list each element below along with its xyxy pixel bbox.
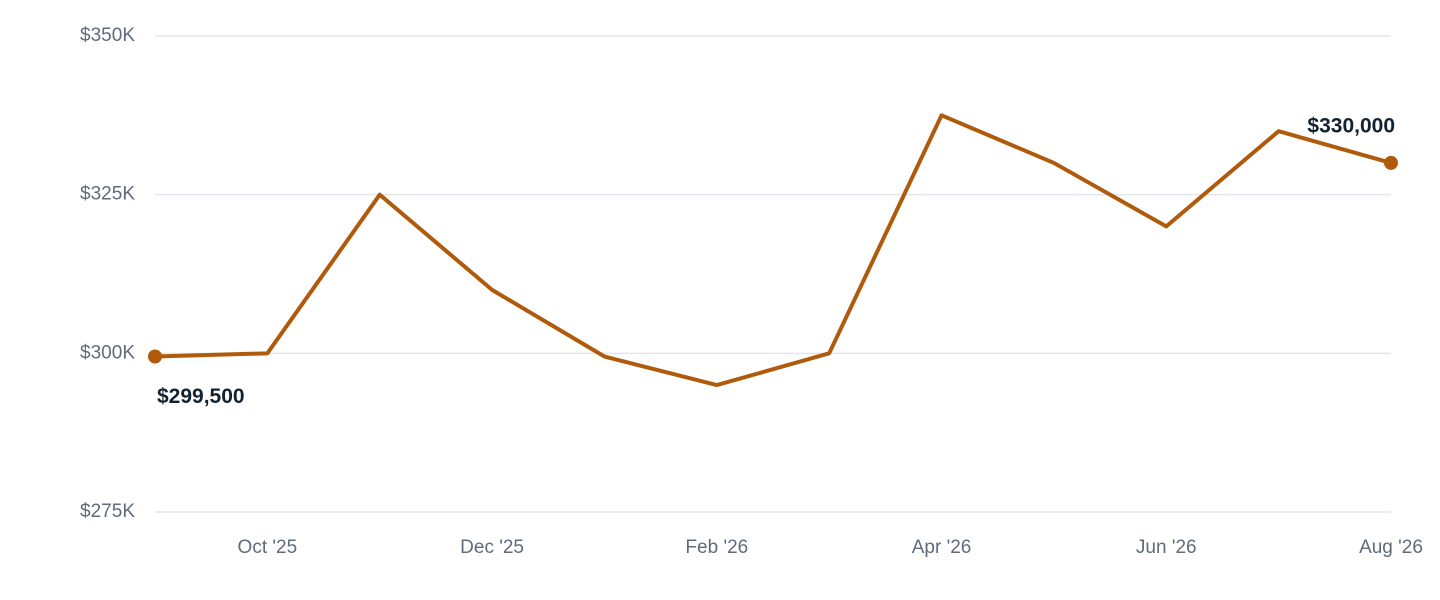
data-label: $299,500	[157, 385, 245, 408]
data-label: $330,000	[1307, 114, 1395, 137]
end-point	[148, 349, 162, 364]
end-point	[1384, 155, 1398, 170]
y-tick-label: $325K	[80, 184, 135, 205]
x-tick-label: Oct '25	[238, 537, 298, 558]
y-tick-label: $300K	[80, 342, 135, 363]
x-tick-label: Apr '26	[912, 537, 972, 558]
line	[154, 113, 1392, 388]
y-tick-label: $350K	[80, 25, 135, 46]
y-tick-label: $275K	[80, 501, 135, 522]
x-tick-label: Jun '26	[1136, 537, 1197, 558]
x-tick-label: Dec '25	[460, 537, 524, 558]
x-tick-label: Aug '26	[1359, 537, 1423, 558]
x-tick-label: Feb '26	[685, 537, 748, 558]
